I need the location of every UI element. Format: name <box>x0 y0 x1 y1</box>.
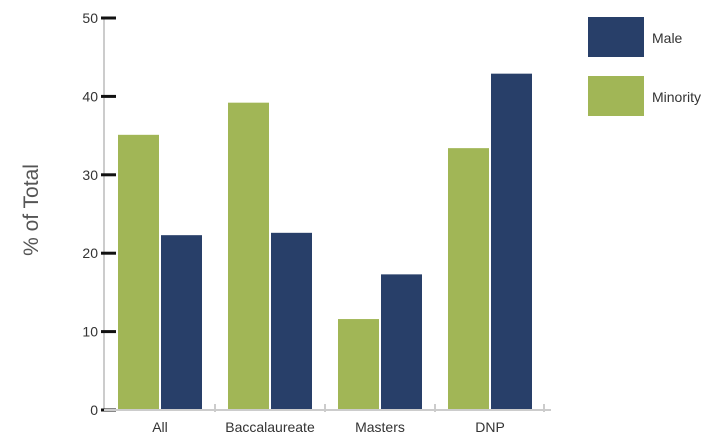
legend-label-male: Male <box>652 30 683 46</box>
bar-male-baccalaureate <box>271 232 312 410</box>
y-tick-label: 20 <box>82 245 98 261</box>
bars <box>118 73 532 411</box>
bar-minority-all <box>118 134 159 411</box>
bar-male-all <box>161 235 202 410</box>
y-tick-label: 0 <box>90 402 98 418</box>
y-tick-label: 40 <box>82 88 98 104</box>
bar-minority-dnp <box>448 148 489 411</box>
x-tick-label: All <box>152 419 168 435</box>
y-axis-ticks: 0 10 20 30 40 50 <box>82 10 116 418</box>
bar-minority-baccalaureate <box>228 102 269 410</box>
x-tick-label: Masters <box>355 419 405 435</box>
y-tick-label: 50 <box>82 10 98 26</box>
y-tick-label: 10 <box>82 324 98 340</box>
y-tick-label: 30 <box>82 167 98 183</box>
legend: Male Minority <box>588 17 701 116</box>
legend-swatch-minority <box>588 76 644 116</box>
legend-label-minority: Minority <box>652 89 701 105</box>
x-tick-label: Baccalaureate <box>225 419 315 435</box>
bar-male-dnp <box>491 73 532 410</box>
x-tick-label: DNP <box>475 419 505 435</box>
x-axis: All Baccalaureate Masters DNP <box>104 404 551 435</box>
bar-minority-masters <box>338 319 379 410</box>
legend-swatch-male <box>588 17 644 57</box>
y-axis-label: % of Total <box>20 164 43 256</box>
bar-male-masters <box>381 274 422 410</box>
